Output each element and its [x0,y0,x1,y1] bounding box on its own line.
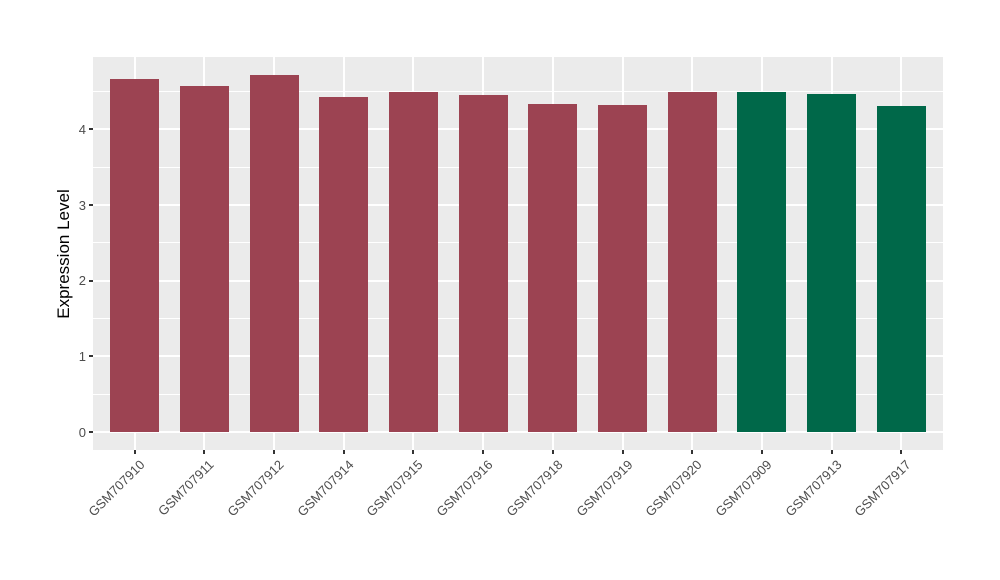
bar-GSM707920 [667,91,717,433]
x-tick-mark [900,450,903,454]
bar-GSM707912 [249,74,299,433]
major-gridline [93,128,943,131]
x-tick-mark [342,450,345,454]
bar-GSM707917 [876,105,926,433]
y-tick-label: 0 [78,424,86,440]
y-tick-mark [89,128,93,131]
minor-gridline [93,166,943,168]
bar-GSM707909 [737,91,787,433]
x-tick-mark [621,450,624,454]
y-tick-label: 1 [78,348,86,364]
bar-GSM707913 [807,93,857,433]
x-tick-mark [273,450,276,454]
x-tick-mark [203,450,206,454]
minor-gridline [93,393,943,395]
y-tick-mark [89,279,93,282]
bar-GSM707914 [319,96,369,433]
x-tick-mark [830,450,833,454]
y-tick-mark [89,355,93,358]
x-tick-mark [482,450,485,454]
y-tick-mark [89,431,93,434]
major-gridline [93,355,943,358]
bar-GSM707916 [458,94,508,433]
minor-gridline [93,242,943,244]
plot-panel [93,57,943,450]
y-tick-label: 3 [78,197,86,213]
x-tick-mark [133,450,136,454]
bar-GSM707919 [598,105,647,433]
x-tick-mark [691,450,694,454]
x-tick-mark [412,450,415,454]
bar-GSM707911 [179,86,229,433]
y-tick-label: 2 [78,273,86,289]
bar-GSM707915 [388,92,438,433]
bar-GSM707918 [528,104,578,433]
minor-gridline [93,91,943,93]
major-gridline [93,279,943,282]
y-tick-mark [89,204,93,207]
major-gridline [93,204,943,207]
bar-GSM707910 [110,79,160,433]
x-tick-mark [760,450,763,454]
x-tick-mark [551,450,554,454]
minor-gridline [93,318,943,320]
y-tick-label: 4 [78,121,86,137]
major-gridline [93,431,943,434]
